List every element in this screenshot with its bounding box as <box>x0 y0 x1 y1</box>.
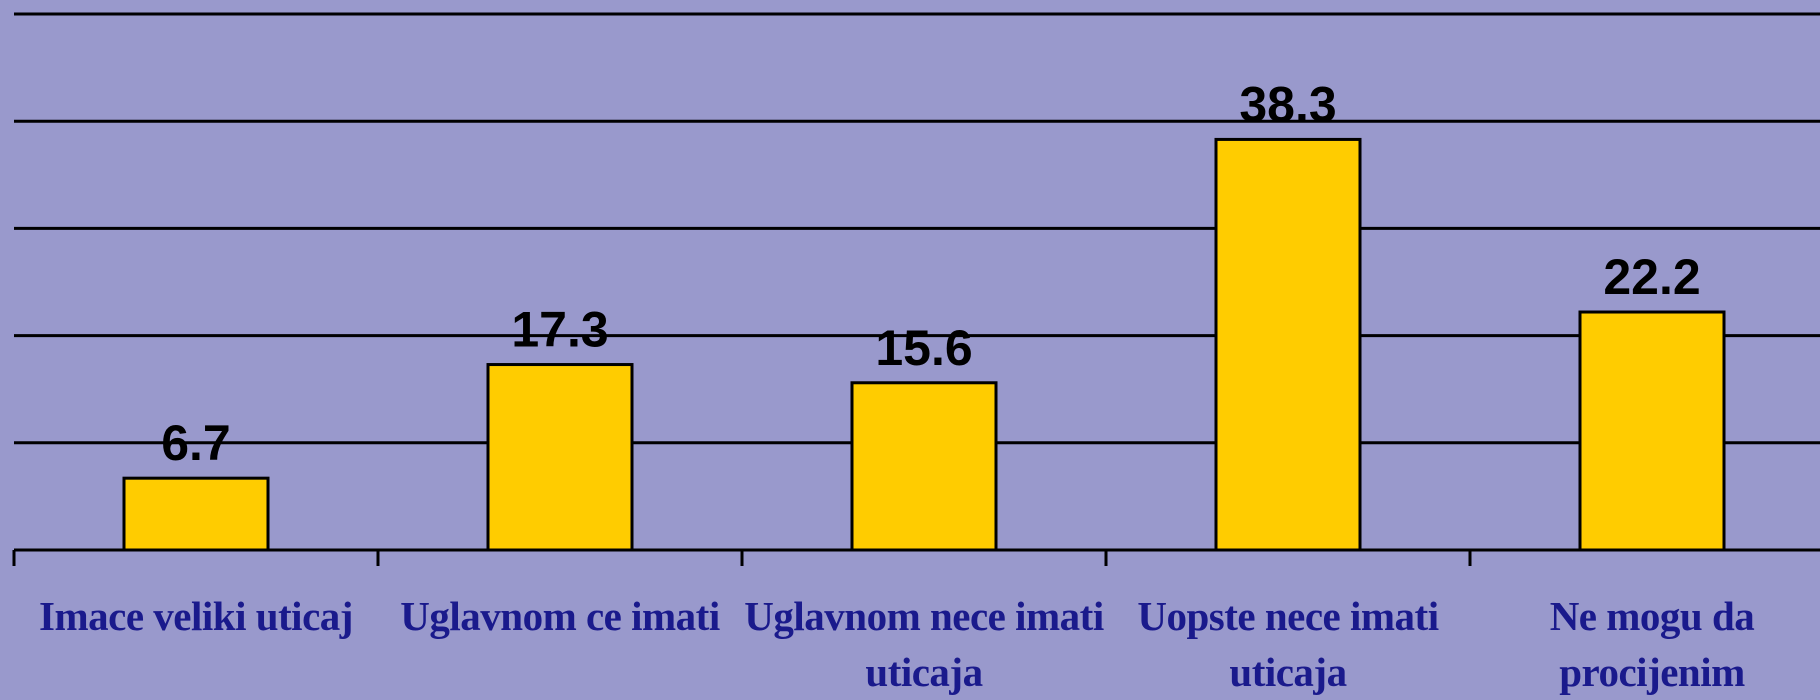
value-label: 15.6 <box>875 320 972 376</box>
bar <box>1578 310 1726 552</box>
x-tick-label: Ne mogu da procijenim <box>1549 593 1755 695</box>
bar <box>850 381 998 552</box>
bar <box>486 363 634 552</box>
x-tick-label: Uglavnom ce imati <box>400 593 720 639</box>
value-label: 17.3 <box>511 302 608 358</box>
value-label: 22.2 <box>1603 249 1700 305</box>
bar <box>1214 137 1362 552</box>
value-label: 6.7 <box>161 415 231 471</box>
value-label: 38.3 <box>1239 76 1336 132</box>
x-tick-label: Uglavnom nece imati uticaja <box>744 593 1104 695</box>
x-tick-label: Uopste nece imati uticaja <box>1137 593 1439 695</box>
x-tick-label: Imace veliki uticaj <box>39 593 353 639</box>
bar <box>122 476 270 552</box>
